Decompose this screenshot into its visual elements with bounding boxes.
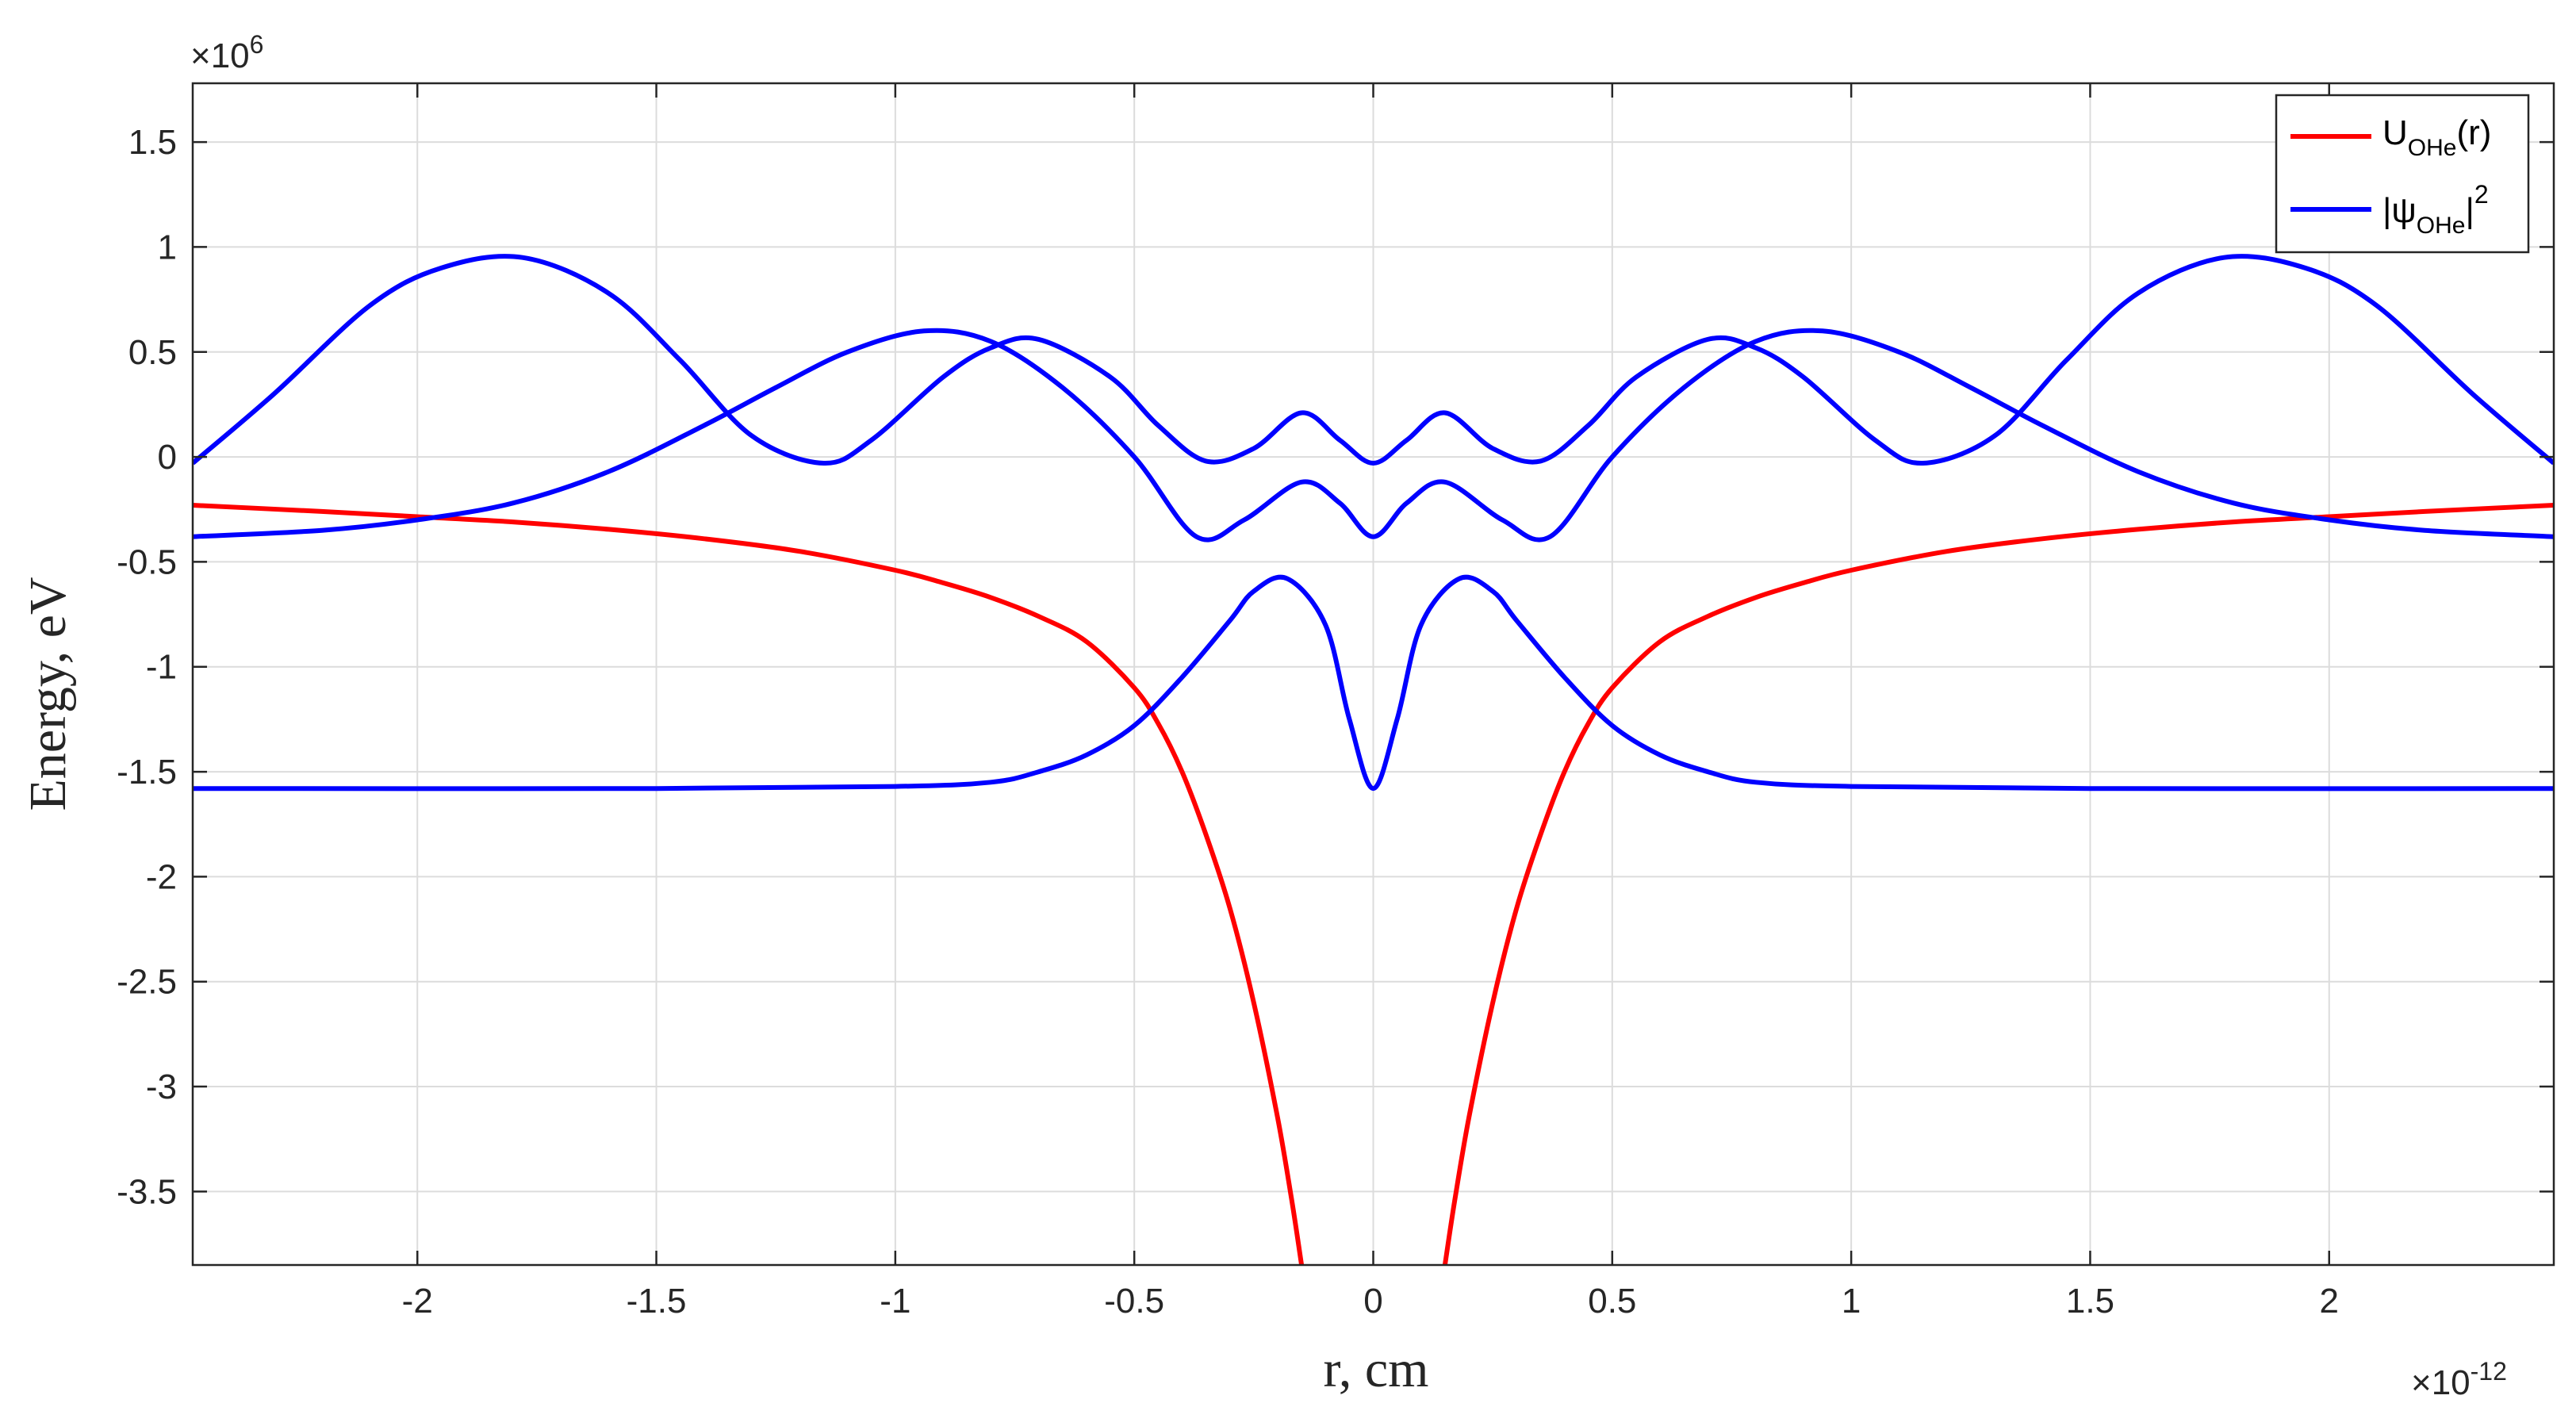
y-tick-label: -3.5 [117,1172,177,1211]
x-tick-label: 1 [1842,1282,1861,1321]
x-tick-label: 2 [2320,1282,2339,1321]
y-tick-label: -2.5 [117,963,177,1002]
wavefunction-curve-4 [193,574,2554,792]
y-multiplier: ×106 [190,30,263,75]
y-axis-title: Energy, eV [19,577,77,811]
y-tick-label: -2 [146,857,177,896]
x-tick-label: -1.5 [627,1282,687,1321]
y-tick-label: 1 [158,228,177,266]
y-tick-label: -1 [146,648,177,687]
y-tick-label: 0.5 [128,333,177,372]
y-tick-label: -1.5 [117,753,177,792]
x-tick-label: -2 [402,1282,433,1321]
potential-curve-0 [193,503,1305,1265]
axis-ticks: -2 -1.5 -1 -0.5 0 0.5 1 1.5 2 1.5 1 0.5 0 -0.5 -1 -1.5 -… [117,83,2554,1321]
legend-label-u: UOHe(r) [2382,113,2491,161]
x-multiplier: ×10-12 [2411,1357,2507,1402]
wavefunction-curve-2 [193,254,2554,466]
potential-curve-1 [1442,503,2554,1265]
x-tick-label: -0.5 [1104,1282,1164,1321]
x-axis-title: r, cm [1324,1340,1429,1398]
x-tick-label: 0 [1363,1282,1382,1321]
y-tick-label: -3 [146,1068,177,1106]
x-tick-label: 0.5 [1588,1282,1636,1321]
grid [193,83,2554,1265]
y-tick-label: -0.5 [117,542,177,581]
legend: UOHe(r) |ψOHe|2 [2275,94,2530,254]
series-group [193,254,2554,1265]
x-tick-label: 1.5 [2066,1282,2114,1321]
legend-box [2275,94,2530,254]
wavefunction-curve-3 [193,328,2554,542]
y-tick-label: 0 [158,438,177,477]
x-tick-label: -1 [880,1282,910,1321]
legend-label-psi: |ψOHe|2 [2382,180,2489,239]
y-tick-label: 1.5 [128,123,177,162]
